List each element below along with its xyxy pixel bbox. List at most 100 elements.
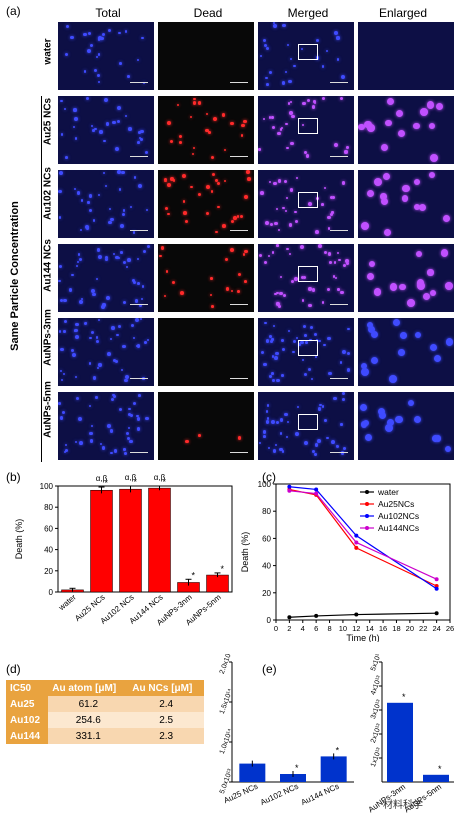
cell-dot [433, 354, 442, 363]
cell-dot [317, 407, 322, 411]
cell-dot [342, 398, 346, 402]
cell-dot [102, 303, 106, 307]
cell-dot [347, 327, 350, 331]
cell-dot [361, 421, 368, 428]
cell-dot [118, 256, 121, 259]
y-tick-label: 100 [258, 480, 272, 489]
cell-dot [64, 52, 69, 57]
cell-dot [342, 392, 346, 396]
cell-dot [94, 127, 97, 131]
cell-dot [135, 344, 139, 348]
cell-dot [321, 405, 325, 408]
cell-dot [332, 196, 335, 199]
cell-dot [91, 124, 94, 128]
cell-dot [282, 81, 286, 85]
data-point [354, 533, 359, 538]
cell-dot [86, 227, 89, 230]
cell-dot [182, 200, 186, 203]
cell-dot [124, 378, 129, 383]
side-label: Same Particle Concentration [9, 201, 21, 351]
cell-dot [445, 282, 453, 290]
cell-dot [392, 319, 400, 327]
cell-dot [63, 330, 66, 333]
scale-bar [330, 82, 348, 83]
cell-dot [389, 283, 398, 292]
y-tick-label: 1x10¹³ [370, 746, 384, 768]
cell-dot [291, 114, 295, 118]
cell-dot [338, 258, 341, 262]
row-label-water: water [42, 38, 54, 65]
x-tick-label: 4 [301, 624, 305, 633]
cell-dot [287, 102, 290, 105]
cell-dot [284, 209, 287, 213]
plot-frame [275, 483, 451, 621]
cell-dot [285, 122, 288, 125]
cell-dot [145, 416, 150, 421]
x-tick-label: 0 [274, 624, 278, 633]
cell-dot [318, 340, 321, 343]
cell-dot [288, 79, 292, 84]
cell-dot [335, 445, 339, 448]
data-point [434, 577, 439, 582]
cell-dot [60, 99, 64, 103]
cell-dot [343, 447, 347, 451]
micrograph-cell [158, 22, 254, 90]
bar [423, 774, 449, 782]
cell-dot [329, 195, 333, 199]
cell-dot [146, 244, 150, 248]
cell-dot [385, 423, 394, 432]
y-tick-label: 0 [267, 616, 272, 625]
cell-dot [279, 291, 283, 296]
micrograph-cell [158, 96, 254, 164]
cell-dot [95, 277, 98, 280]
legend-label: Au25NCs [378, 499, 414, 509]
cell-dot [72, 126, 75, 129]
cell-dot [230, 121, 235, 126]
scale-bar [330, 378, 348, 379]
cell-dot [259, 55, 263, 58]
series-line [289, 486, 437, 590]
cell-dot [333, 261, 337, 264]
cell-dot [383, 172, 391, 180]
cell-dot [137, 140, 141, 144]
cell-dot [360, 363, 367, 370]
cell-dot [290, 141, 294, 146]
cell-dot [65, 448, 69, 452]
cell-dot [243, 195, 248, 199]
cell-dot [340, 97, 344, 101]
cell-dot [327, 336, 331, 340]
cell-dot [79, 441, 83, 446]
cell-dot [379, 411, 387, 419]
cell-dot [129, 414, 133, 418]
row-label-au25: Au25 NCs [42, 97, 54, 146]
cell-dot [230, 248, 234, 253]
cell-dot [291, 279, 295, 283]
ic50-table: IC50 Au atom [μM] Au NCs [μM] Au25 61.2 … [6, 680, 204, 744]
cell-dot [88, 194, 93, 198]
cell-dot [271, 116, 274, 119]
plot-frame [57, 485, 233, 593]
cell-dot [91, 129, 95, 133]
cell-dot [364, 120, 372, 129]
series-line [289, 612, 437, 618]
cell-dot [293, 64, 296, 67]
cell-dot [290, 58, 293, 61]
cell-dot [315, 38, 319, 43]
cell-dot [337, 252, 340, 255]
cell-dot [266, 417, 270, 420]
micrograph-cell [358, 170, 454, 238]
significance-star: * [192, 570, 196, 580]
x-tick-label: 20 [406, 624, 414, 633]
cell-dot [212, 116, 217, 121]
cell-dot [115, 255, 119, 260]
cell-dot [413, 416, 421, 424]
cell-dot [377, 408, 385, 416]
cell-dot [167, 212, 171, 216]
cell-dot [265, 221, 270, 226]
cell-dot [380, 144, 388, 152]
data-point [354, 545, 359, 550]
cell-dot [79, 300, 84, 305]
cell-dot [121, 170, 125, 175]
cell-dot [332, 275, 336, 278]
cell-dot [289, 111, 293, 116]
